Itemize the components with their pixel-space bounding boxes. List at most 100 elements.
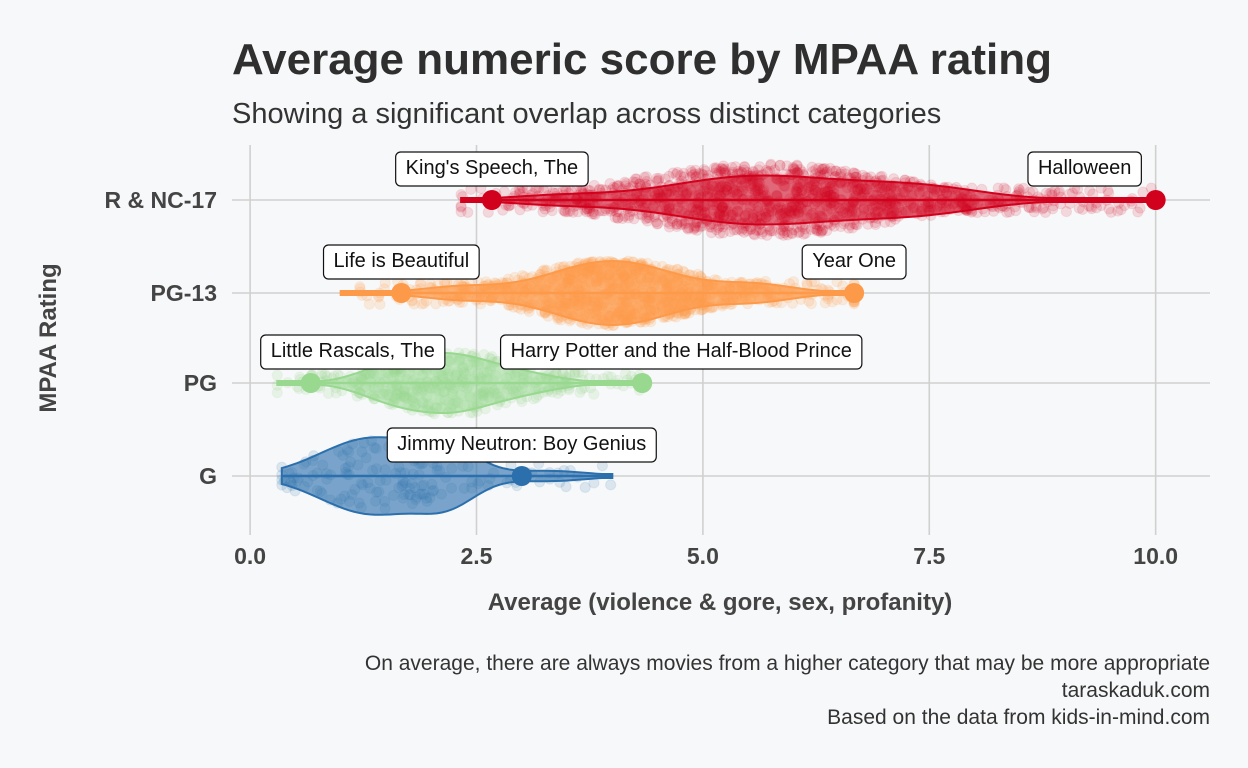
point-3-663 bbox=[819, 163, 831, 175]
point-3-38 bbox=[717, 160, 730, 172]
point-2-91 bbox=[826, 296, 838, 308]
point-3-192 bbox=[787, 163, 800, 175]
annotation-label-6: Halloween bbox=[1038, 157, 1131, 179]
point-3-805 bbox=[586, 208, 598, 220]
point-3-837 bbox=[992, 182, 1004, 194]
point-1-28 bbox=[588, 388, 600, 400]
point-3-64 bbox=[1086, 203, 1098, 215]
point-3-932 bbox=[777, 225, 789, 237]
point-3-757 bbox=[1102, 185, 1114, 197]
annotation-box-4 bbox=[801, 244, 907, 280]
x-tick-label-2: 5.0 bbox=[687, 543, 719, 569]
point-3-695 bbox=[663, 170, 675, 182]
point-3-528 bbox=[679, 218, 691, 230]
point-3-58 bbox=[690, 221, 702, 233]
point-3-493 bbox=[628, 213, 640, 225]
point-3-1053 bbox=[498, 186, 510, 198]
point-3-612 bbox=[788, 163, 800, 175]
point-3-1222 bbox=[850, 168, 862, 180]
point-3-425 bbox=[781, 160, 793, 172]
point-3-402 bbox=[811, 223, 823, 236]
point-3-1170 bbox=[816, 163, 828, 175]
point-3-680 bbox=[604, 177, 616, 190]
point-3-27 bbox=[1003, 206, 1016, 218]
point-3-685 bbox=[638, 171, 651, 183]
point-3-1146 bbox=[708, 162, 720, 174]
annotation-6: Halloween bbox=[1027, 151, 1142, 187]
point-3-84 bbox=[794, 226, 806, 238]
point-3-240 bbox=[713, 165, 726, 177]
point-3-457 bbox=[691, 224, 703, 236]
annotation-label-4: Year One bbox=[812, 250, 896, 272]
point-3-831 bbox=[671, 220, 683, 233]
point-3-346 bbox=[1105, 206, 1117, 218]
point-3-803 bbox=[616, 212, 629, 225]
point-3-431 bbox=[698, 164, 710, 176]
violins-layer bbox=[276, 174, 1157, 516]
point-3-101 bbox=[1132, 206, 1144, 218]
point-3-1225 bbox=[774, 159, 786, 171]
annotation-1: Little Rascals, The bbox=[260, 334, 446, 370]
annotation-box-3 bbox=[322, 244, 480, 280]
annotation-3: Life is Beautiful bbox=[322, 244, 480, 280]
point-3-47 bbox=[846, 222, 859, 234]
point-3-1120 bbox=[627, 176, 639, 188]
x-tick-label-4: 10.0 bbox=[1133, 543, 1178, 569]
point-3-165 bbox=[514, 204, 526, 216]
point-3-126 bbox=[671, 218, 683, 230]
point-3-944 bbox=[678, 167, 690, 179]
point-1-381 bbox=[271, 387, 283, 399]
point-3-379 bbox=[1010, 205, 1022, 217]
point-3-1119 bbox=[455, 206, 467, 218]
point-3-687 bbox=[1137, 186, 1149, 198]
annotation-5: King's Speech, The bbox=[395, 151, 589, 187]
point-3-976 bbox=[794, 164, 806, 176]
point-3-1082 bbox=[1039, 206, 1052, 219]
point-3-1157 bbox=[806, 161, 818, 173]
point-3-479 bbox=[805, 223, 817, 236]
point-3-381 bbox=[777, 229, 790, 241]
point-3-1069 bbox=[830, 165, 842, 177]
point-3-604 bbox=[688, 168, 701, 180]
chart-subtitle: Showing a significant overlap across dis… bbox=[232, 98, 941, 130]
label-layer: Jimmy Neutron: Boy Genius Little Rascals,… bbox=[260, 151, 1142, 463]
point-3-709 bbox=[705, 227, 718, 239]
caption-line-3: Based on the data from kids-in-mind.com bbox=[827, 706, 1210, 729]
point-3-150 bbox=[765, 225, 778, 237]
point-3-1097 bbox=[1013, 183, 1025, 195]
point-3-1205 bbox=[791, 159, 803, 171]
point-3-672 bbox=[693, 167, 705, 180]
point-3-993 bbox=[1134, 202, 1146, 214]
point-3-352 bbox=[710, 224, 723, 236]
point-2-13 bbox=[408, 298, 420, 310]
point-3-19 bbox=[847, 167, 859, 179]
y-tick-label-1: PG bbox=[184, 370, 217, 396]
point-3-1234 bbox=[710, 163, 722, 175]
point-3-1104 bbox=[1047, 203, 1059, 215]
point-3-1038 bbox=[688, 223, 700, 235]
point-3-1014 bbox=[652, 217, 664, 230]
point-3-490 bbox=[738, 226, 750, 238]
point-3-1201 bbox=[652, 174, 664, 187]
point-3-372 bbox=[620, 178, 632, 190]
chart-title: Average numeric score by MPAA rating bbox=[232, 35, 1052, 84]
point-3-12 bbox=[1036, 203, 1049, 215]
point-3-690 bbox=[689, 164, 702, 176]
point-3-1140 bbox=[681, 222, 693, 234]
point-3-752 bbox=[697, 220, 709, 232]
point-3-477 bbox=[726, 161, 738, 174]
annotation-box-2 bbox=[499, 334, 863, 370]
point-3-71 bbox=[714, 227, 726, 239]
point-3-770 bbox=[674, 170, 687, 182]
highlight-point-2-1 bbox=[844, 283, 865, 303]
point-3-197 bbox=[1103, 203, 1115, 215]
point-3-1220 bbox=[811, 225, 823, 237]
point-3-734 bbox=[663, 221, 675, 233]
highlight-point-3-0 bbox=[481, 190, 502, 210]
point-3-364 bbox=[683, 222, 695, 234]
point-3-1193 bbox=[752, 224, 765, 237]
annotation-label-2: Harry Potter and the Half-Blood Prince bbox=[511, 340, 852, 362]
point-3-471 bbox=[710, 162, 722, 174]
point-3-746 bbox=[786, 228, 798, 240]
